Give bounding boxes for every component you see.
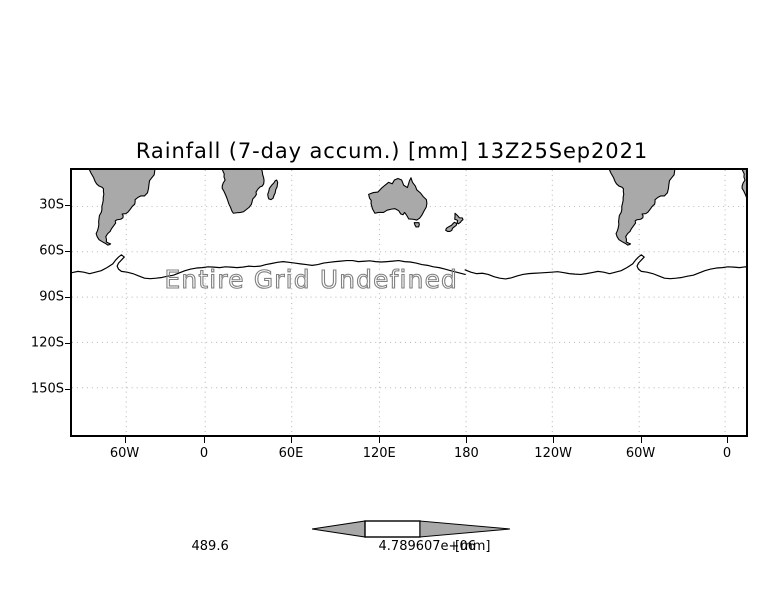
colorbar-high-extend <box>419 520 510 538</box>
colorbar-tick-label: 489.6 <box>191 539 229 554</box>
coastline-tasmania <box>413 222 420 228</box>
x-axis-tick-label: 120E <box>362 446 396 461</box>
y-axis-tick-mark <box>65 250 71 252</box>
x-axis-tick-mark <box>203 437 205 443</box>
x-axis-tick-mark <box>726 437 728 443</box>
x-axis-tick-label: 0 <box>199 446 209 461</box>
coastline-antarctica <box>464 254 746 280</box>
colorbar-low-extend <box>312 520 366 538</box>
x-axis-tick-mark <box>553 437 555 443</box>
x-axis-tick-mark <box>379 437 381 443</box>
colorbar-center-box <box>364 520 421 538</box>
entire-grid-undefined-message: Entire Grid Undefined <box>165 265 458 294</box>
colorbar-graphic <box>312 520 510 538</box>
world-map: Entire Grid Undefined <box>72 170 746 435</box>
coastline-madagascar <box>267 179 279 201</box>
x-axis-tick-label: 180 <box>454 446 479 461</box>
colorbar-unit-label: [mm] <box>455 539 491 554</box>
x-axis-tick-label: 60E <box>278 446 304 461</box>
coastline-africa <box>741 170 746 198</box>
coastline-australia <box>368 177 428 221</box>
coastline-new-zealand-south <box>445 221 458 233</box>
y-axis-tick-label: 60S <box>39 243 64 259</box>
x-axis-tick-label: 60W <box>625 446 656 461</box>
x-axis-tick-mark <box>640 437 642 443</box>
y-axis-tick-label: 150S <box>30 381 64 397</box>
y-axis-tick-label: 120S <box>30 335 64 351</box>
coastline-south-america <box>88 170 156 246</box>
coastline-new-zealand-north <box>454 212 464 225</box>
y-axis-tick-mark <box>65 343 71 344</box>
x-axis-tick-mark <box>124 437 126 443</box>
coastline-south-america <box>608 170 676 246</box>
coastline-africa <box>221 170 265 214</box>
x-axis-tick-label: 120W <box>534 446 572 461</box>
colorbar-tick-labels: 489.6 4.789607e+06 [mm] <box>0 539 784 557</box>
y-axis-tick-label: 30S <box>39 197 64 213</box>
colorbar-tick-label: 4.789607e+06 <box>378 539 476 554</box>
x-axis-tick-label: 0 <box>722 446 732 461</box>
y-axis-tick-label: 90S <box>39 289 64 305</box>
page-title: Rainfall (7-day accum.) [mm] 13Z25Sep202… <box>135 139 649 163</box>
map-plot-area: Entire Grid Undefined <box>70 168 748 437</box>
x-axis-tick-mark <box>291 437 293 443</box>
y-axis-tick-mark <box>65 204 71 206</box>
x-axis-tick-mark <box>466 437 468 443</box>
colorbar <box>312 516 510 542</box>
x-axis-tick-label: 60W <box>109 446 140 461</box>
y-axis-tick-mark <box>65 389 71 390</box>
y-axis-tick-mark <box>65 297 71 298</box>
coastline-antarctica <box>72 254 466 280</box>
